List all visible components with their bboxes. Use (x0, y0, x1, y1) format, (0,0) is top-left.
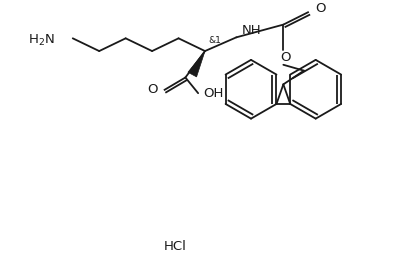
Text: H$_2$N: H$_2$N (28, 33, 55, 48)
Text: &1: &1 (208, 36, 221, 45)
Text: O: O (148, 83, 158, 96)
Text: OH: OH (203, 87, 223, 100)
Polygon shape (188, 51, 205, 77)
Text: NH: NH (242, 24, 262, 37)
Text: HCl: HCl (164, 240, 187, 253)
Text: O: O (316, 2, 326, 15)
Text: O: O (280, 51, 290, 64)
